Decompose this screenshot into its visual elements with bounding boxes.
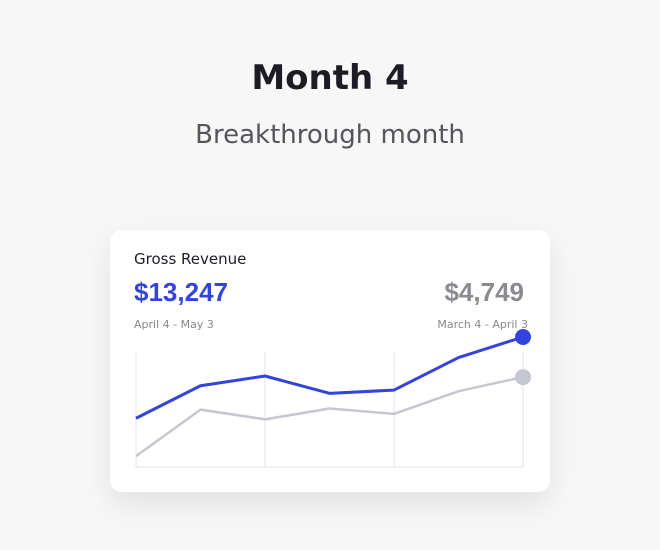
series-line (135, 335, 524, 420)
current-period: April 4 - May 3 (134, 318, 214, 331)
card-label: Gross Revenue (134, 250, 247, 268)
previous-period: March 4 - April 3 (437, 318, 528, 331)
previous-amount: $4,749 (444, 277, 524, 307)
current-amount: $13,247 (134, 277, 228, 307)
subtitle: Breakthrough month (195, 120, 465, 150)
end-point (515, 329, 531, 345)
end-point (515, 369, 531, 386)
revenue-card: Gross Revenue $13,247 April 4 - May 3 $4… (110, 230, 550, 492)
title: Month 4 (251, 58, 409, 98)
series-line (135, 375, 524, 458)
